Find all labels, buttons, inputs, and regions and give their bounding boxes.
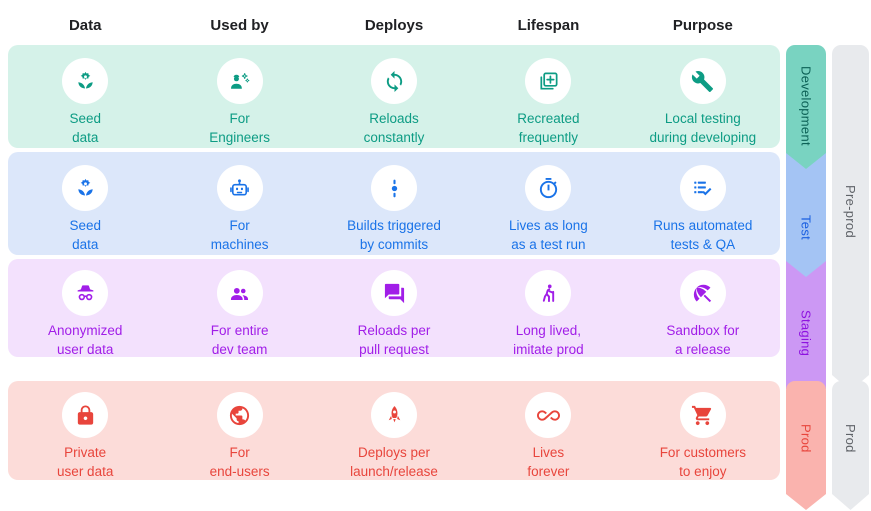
globe-icon (216, 392, 263, 438)
sync-icon (371, 58, 418, 104)
cell-staging-lifespan: Long lived, imitate prod (471, 259, 625, 357)
cell-prod-purpose: For customers to enjoy (626, 381, 780, 480)
cell-label: Private user data (57, 445, 114, 479)
arrow-development-label: Development (798, 65, 814, 146)
column-title-lifespan: Lifespan (517, 16, 580, 34)
arrow-pre-prod-label: Pre-prod (843, 184, 858, 238)
row-development: Seed data For Engineers Reloads constant… (8, 45, 780, 148)
arrow-prod: Prod (786, 381, 826, 510)
cell-test-deploys: Builds triggered by commits (317, 152, 471, 255)
cell-prod-deploys: Deploys per launch/release (317, 381, 471, 480)
cell-label: Seed data (69, 111, 101, 145)
cell-staging-purpose: Sandbox for a release (626, 259, 780, 357)
cell-staging-deploys: Reloads per pull request (317, 259, 471, 357)
cell-label: Lives as long as a test run (509, 218, 588, 252)
incognito-icon (62, 270, 109, 316)
column-headers: Data Used by Deploys Lifespan Purpose (8, 8, 780, 42)
cell-label: Local testing during developing (649, 111, 757, 145)
cell-development-lifespan: Recreated frequently (471, 45, 625, 148)
arrow-test-label: Test (798, 214, 814, 241)
seed-icon (62, 58, 109, 104)
beach-umbrella-icon (679, 270, 726, 316)
engineer-icon (216, 58, 263, 104)
robot-icon (216, 165, 263, 211)
cell-label: Sandbox for a release (666, 323, 740, 357)
cell-development-deploys: Reloads constantly (317, 45, 471, 148)
cell-label: Runs automated tests & QA (653, 218, 753, 252)
cell-label: Builds triggered by commits (347, 218, 441, 252)
arrow-development: Development (786, 45, 826, 180)
library-add-icon (525, 58, 572, 104)
commit-icon (371, 165, 418, 211)
arrow-prod-group: Prod (832, 381, 869, 510)
row-test: Seed data For machines Builds triggered … (8, 152, 780, 255)
cell-label: For entire dev team (210, 323, 269, 357)
column-title-data: Data (68, 16, 102, 34)
arrow-staging-label: Staging (798, 309, 814, 357)
cell-label: Reloads per pull request (357, 323, 431, 357)
column-title-deploys: Deploys (364, 16, 424, 34)
cell-label: For end-users (209, 445, 270, 479)
lock-icon (62, 392, 109, 438)
cell-development-purpose: Local testing during developing (626, 45, 780, 148)
infinity-icon (525, 392, 572, 438)
rocket-icon (371, 392, 418, 438)
arrow-prod-label: Prod (798, 424, 814, 453)
cell-label: For customers to enjoy (659, 445, 746, 479)
cell-staging-used-by: For entire dev team (162, 259, 316, 357)
arrow-pre-prod-group: Pre-prod (832, 45, 869, 391)
column-title-purpose: Purpose (672, 16, 733, 34)
cell-label: For machines (210, 218, 269, 252)
cell-test-data: Seed data (8, 152, 162, 255)
cell-test-lifespan: Lives as long as a test run (471, 152, 625, 255)
forum-icon (371, 270, 418, 316)
cell-label: Anonymized user data (48, 323, 123, 357)
cell-label: Long lived, imitate prod (513, 323, 584, 357)
cell-prod-lifespan: Lives forever (471, 381, 625, 480)
cell-development-data: Seed data (8, 45, 162, 148)
wrench-icon (679, 58, 726, 104)
cell-label: Reloads constantly (363, 111, 425, 145)
column-title-used-by: Used by (210, 16, 269, 34)
cell-prod-data: Private user data (8, 381, 162, 480)
group-icon (216, 270, 263, 316)
cell-label: Deploys per launch/release (350, 445, 438, 479)
hiking-icon (525, 270, 572, 316)
cell-test-purpose: Runs automated tests & QA (626, 152, 780, 255)
cell-label: Recreated frequently (517, 111, 580, 145)
cell-staging-data: Anonymized user data (8, 259, 162, 357)
cart-icon (679, 392, 726, 438)
cell-development-used-by: For Engineers (162, 45, 316, 148)
cell-label: For Engineers (209, 111, 270, 145)
checklist-icon (679, 165, 726, 211)
cell-test-used-by: For machines (162, 152, 316, 255)
cell-label: Lives forever (527, 445, 570, 479)
cell-prod-used-by: For end-users (162, 381, 316, 480)
timer-icon (525, 165, 572, 211)
seed-icon (62, 165, 109, 211)
arrow-prod-group-label: Prod (843, 424, 858, 453)
row-staging: Anonymized user data For entire dev team… (8, 259, 780, 357)
cell-label: Seed data (69, 218, 101, 252)
row-prod: Private user data For end-users Deploys … (8, 381, 780, 480)
